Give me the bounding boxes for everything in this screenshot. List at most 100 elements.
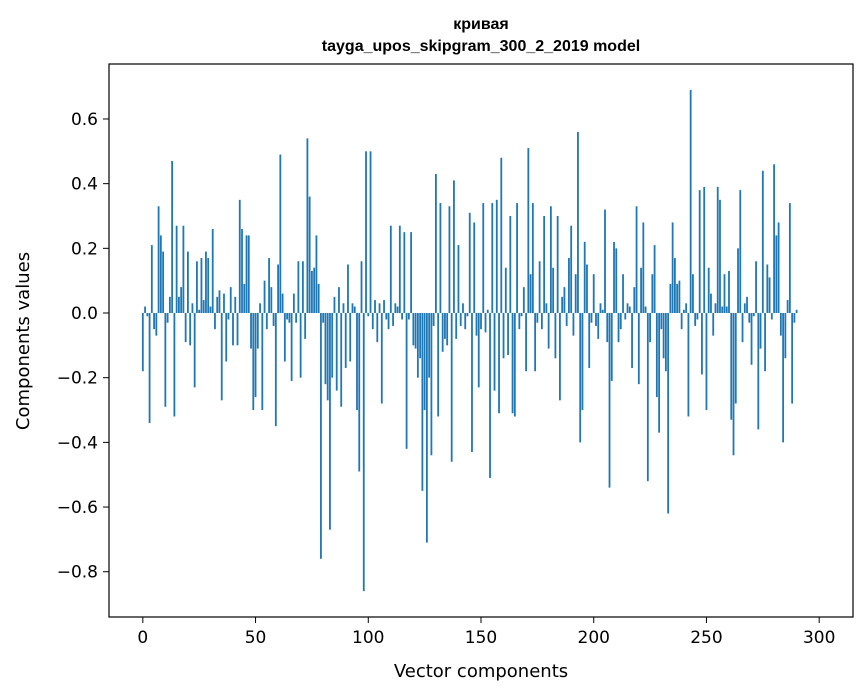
bar	[184, 313, 187, 343]
bar	[662, 313, 665, 359]
bar	[685, 303, 688, 314]
bar	[392, 313, 394, 326]
bar	[459, 313, 462, 326]
bar	[565, 313, 568, 326]
bar	[791, 313, 794, 404]
bar	[755, 261, 757, 314]
bar	[279, 154, 282, 314]
bar	[225, 313, 228, 362]
bar	[568, 258, 570, 314]
bar	[173, 313, 176, 417]
bar	[430, 313, 433, 456]
bar	[739, 190, 742, 314]
bar	[624, 313, 627, 320]
bar	[464, 313, 467, 330]
bar	[308, 196, 311, 314]
bar	[207, 258, 210, 314]
bar	[502, 313, 505, 359]
bar	[658, 313, 661, 433]
bar	[606, 313, 609, 343]
y-axis: 0.6 0.4 0.2 0.0 −0.2 −0.4 −0.6 −0.8	[57, 110, 109, 583]
y-axis-label: Components values	[13, 252, 34, 430]
bar	[281, 293, 284, 314]
bar	[380, 313, 383, 404]
bar	[356, 313, 358, 411]
bar	[157, 206, 160, 314]
bar	[168, 296, 171, 314]
chart-title-line1: кривая	[453, 16, 508, 33]
bar	[315, 235, 318, 314]
bar	[529, 274, 532, 314]
bar	[159, 235, 162, 314]
bar	[579, 313, 582, 443]
bar	[317, 283, 320, 314]
bar	[471, 313, 473, 453]
bar	[698, 190, 701, 314]
bar	[577, 131, 579, 314]
bar	[387, 313, 390, 330]
bar	[676, 283, 679, 314]
bar	[261, 313, 264, 411]
bar	[716, 186, 719, 314]
bar	[714, 303, 717, 314]
bar	[482, 203, 485, 314]
bar	[534, 313, 537, 372]
bar	[786, 300, 789, 314]
bar	[552, 267, 555, 314]
bar	[788, 203, 791, 314]
bar	[238, 199, 241, 314]
bar	[692, 274, 694, 314]
bar	[252, 313, 255, 411]
bar	[450, 313, 453, 462]
bar	[491, 203, 494, 314]
bar	[286, 313, 289, 320]
bar	[162, 251, 165, 314]
plot-frame	[108, 63, 854, 618]
x-tick-label: 50	[245, 628, 267, 648]
bar	[547, 313, 550, 349]
y-tick-label: −0.4	[57, 433, 98, 453]
bar	[782, 313, 785, 443]
bar	[171, 161, 174, 314]
bar	[601, 309, 604, 314]
y-tick-label: 0.6	[71, 110, 98, 130]
bar	[385, 313, 388, 320]
bar	[256, 313, 259, 349]
bar	[795, 309, 798, 314]
bar	[374, 300, 376, 314]
bar	[444, 313, 446, 339]
bar	[595, 313, 597, 326]
bar	[489, 313, 491, 478]
bar	[432, 313, 435, 326]
bar	[351, 303, 354, 314]
bar	[234, 296, 237, 314]
bar	[412, 313, 415, 346]
bar	[710, 293, 712, 314]
bar	[292, 293, 295, 314]
bar	[191, 303, 194, 314]
x-tick-label: 0	[137, 628, 148, 648]
bar	[360, 261, 363, 314]
bar	[721, 306, 724, 314]
bar	[428, 313, 431, 378]
bar	[340, 313, 343, 407]
bar	[441, 313, 444, 352]
bar	[498, 313, 500, 414]
bar	[561, 296, 564, 314]
bar	[403, 232, 406, 314]
bar	[457, 245, 460, 314]
bar	[764, 313, 766, 372]
bar	[750, 313, 753, 365]
bar	[570, 225, 573, 314]
bar	[389, 225, 392, 314]
bar	[311, 270, 313, 314]
y-tick-label: 0.2	[71, 239, 98, 259]
bar	[277, 264, 279, 314]
bar	[507, 313, 509, 356]
bar	[475, 313, 478, 336]
bar	[227, 313, 230, 320]
bar	[466, 313, 469, 317]
bar	[259, 303, 261, 314]
bar	[520, 313, 523, 317]
x-tick-label: 100	[352, 628, 384, 648]
